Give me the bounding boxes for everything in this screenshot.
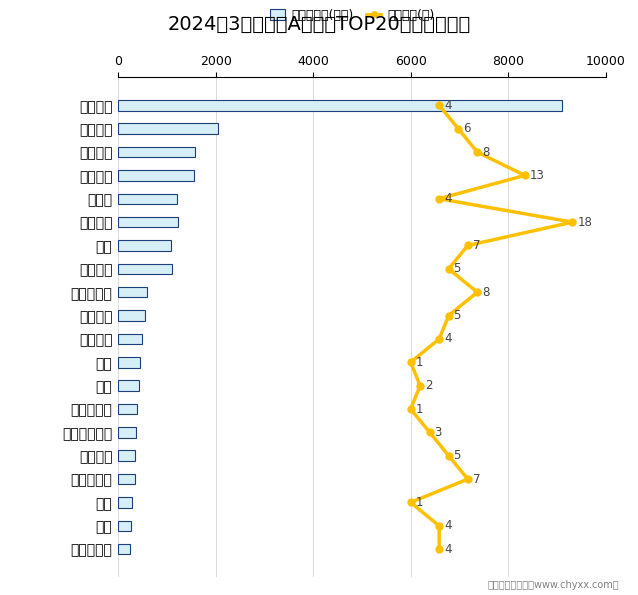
Text: 7: 7: [473, 239, 480, 252]
Bar: [118, 380, 138, 391]
Text: 8: 8: [482, 146, 489, 158]
Bar: [118, 147, 195, 157]
Text: 13: 13: [530, 169, 545, 182]
Text: 2024年3月四川省A股市值TOP20的行业统计图: 2024年3月四川省A股市值TOP20的行业统计图: [167, 15, 471, 34]
Text: 18: 18: [577, 215, 592, 228]
Text: 8: 8: [482, 286, 489, 299]
Bar: [118, 334, 142, 344]
Bar: [118, 287, 147, 298]
Bar: [118, 170, 194, 181]
Bar: [118, 544, 130, 555]
Bar: [118, 217, 177, 227]
Bar: [118, 521, 131, 531]
Text: 4: 4: [444, 543, 452, 556]
Text: 4: 4: [444, 333, 452, 346]
Text: 5: 5: [454, 309, 461, 322]
Bar: [118, 311, 145, 321]
Bar: [118, 123, 218, 134]
Text: 6: 6: [463, 122, 471, 135]
Bar: [118, 427, 136, 438]
Text: 制图：智研咨询（www.chyxx.com）: 制图：智研咨询（www.chyxx.com）: [487, 580, 619, 590]
Bar: [118, 450, 135, 461]
Text: 7: 7: [473, 472, 480, 486]
Text: 3: 3: [434, 426, 442, 439]
Legend: 行业总市值(亿元), 企业个数(家): 行业总市值(亿元), 企业个数(家): [265, 4, 440, 27]
Bar: [118, 240, 171, 250]
Text: 4: 4: [444, 519, 452, 533]
Bar: [118, 357, 140, 368]
Bar: [118, 264, 172, 274]
Text: 4: 4: [444, 99, 452, 112]
Text: 4: 4: [444, 192, 452, 205]
Bar: [118, 193, 177, 204]
Text: 1: 1: [415, 496, 423, 509]
Bar: [118, 474, 135, 484]
Text: 1: 1: [415, 402, 423, 415]
Text: 2: 2: [425, 379, 433, 392]
Text: 1: 1: [415, 356, 423, 369]
Bar: [118, 497, 133, 508]
Bar: [118, 100, 562, 111]
Text: 5: 5: [454, 262, 461, 275]
Text: 5: 5: [454, 449, 461, 462]
Bar: [118, 404, 137, 414]
